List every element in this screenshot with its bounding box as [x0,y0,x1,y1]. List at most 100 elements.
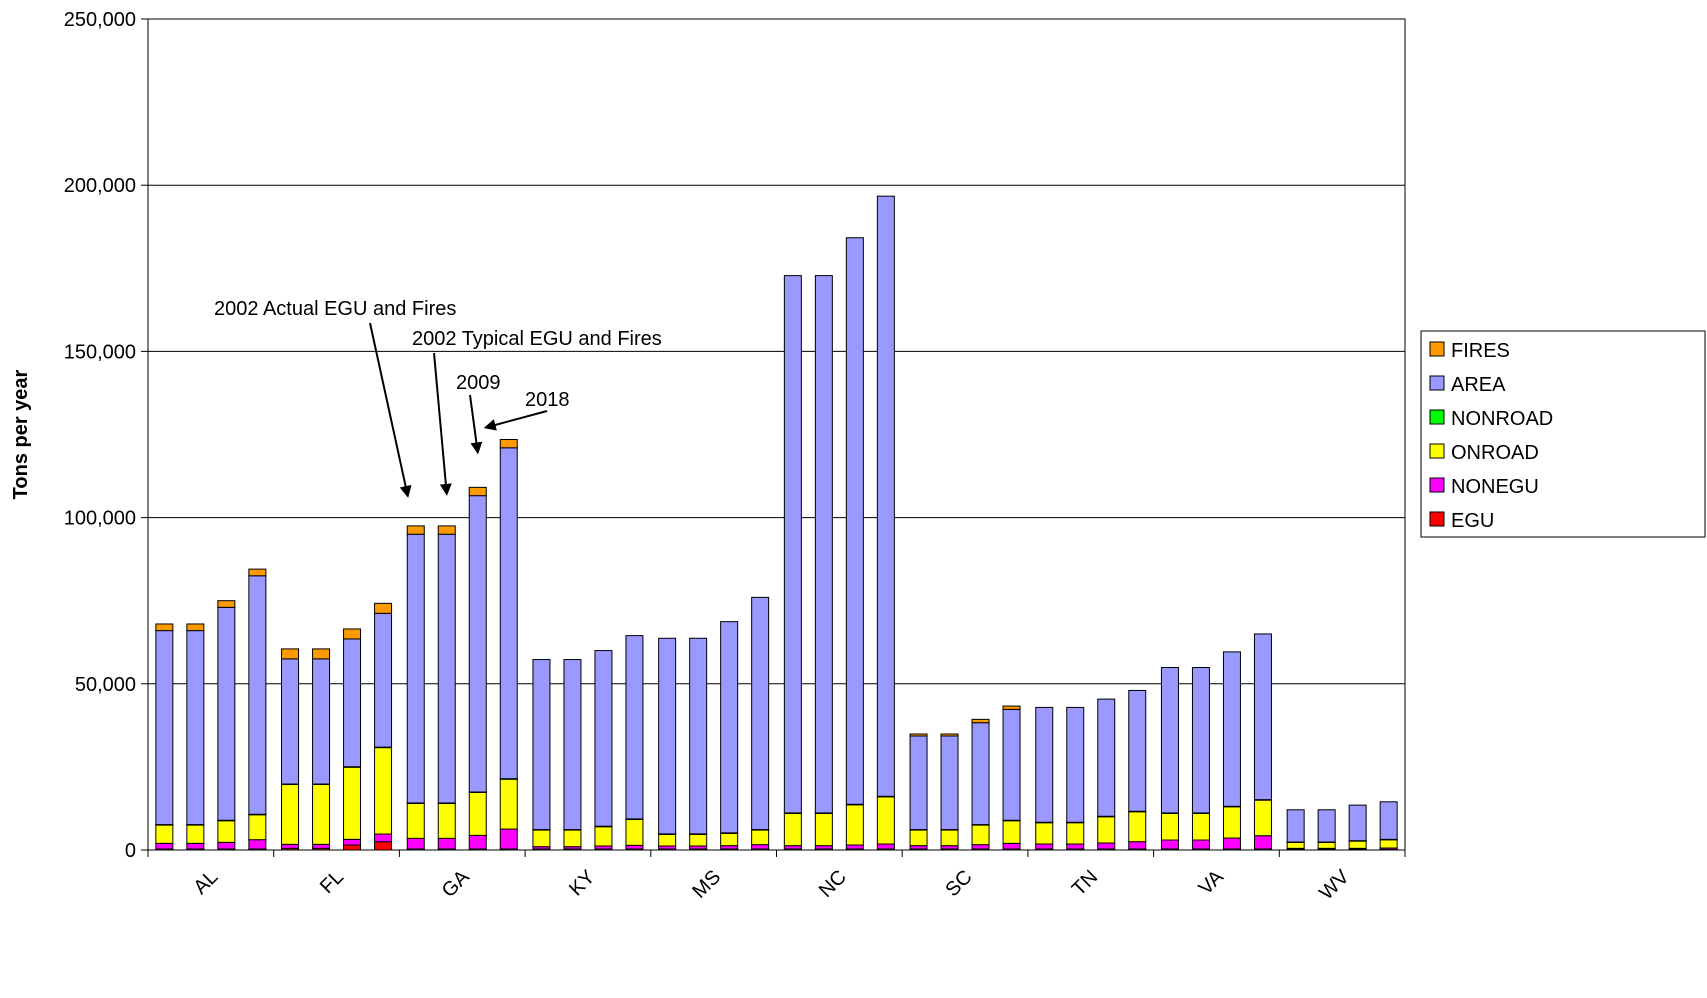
bar-segment-nonegu [155,842,174,850]
legend-swatch-onroad [1429,443,1445,459]
bar-segment-area [281,658,300,785]
bar-segment-onroad [217,820,236,843]
x-tick-label: MS [688,866,725,903]
bar-segment-onroad [1002,820,1021,844]
legend-swatch-area [1429,375,1445,391]
bar-segment-area [1317,809,1336,843]
bar-segment-area [532,659,551,831]
bar-segment-area [814,275,833,814]
bar-segment-onroad [658,833,677,847]
bar-segment-fires [281,648,300,660]
bar-segment-onroad [971,824,990,846]
bar-segment-onroad [751,829,770,846]
bar-segment-area [248,575,267,815]
bar-segment-nonegu [1253,835,1272,850]
bar-segment-area [783,275,802,814]
y-tick-label: 100,000 [64,508,136,530]
legend-swatch-egu [1429,511,1445,527]
bar-segment-area [468,495,487,793]
bar-segment-area [1286,809,1305,843]
bar-segment-onroad [1222,806,1241,839]
bar-segment-nonegu [751,844,770,850]
bar-segment-area [217,606,236,821]
bar-segment-onroad [1286,841,1305,849]
bar-segment-onroad [814,812,833,847]
bar-segment-onroad [1128,811,1147,843]
legend-swatch-nonegu [1429,477,1445,493]
bar-segment-egu [374,841,393,851]
legend-swatch-fires [1429,341,1445,357]
bar-segment-area [499,447,518,780]
bar-segment-fires [971,718,990,724]
bar-segment-area [1002,708,1021,821]
bar-segment-fires [312,648,331,660]
annotation-label: 2002 Actual EGU and Fires [214,298,456,320]
bar-segment-onroad [1379,839,1398,849]
bar-segment-onroad [1348,840,1367,849]
bar-segment-onroad [343,766,362,840]
legend-label-egu: EGU [1451,510,1494,532]
annotation-label: 2002 Typical EGU and Fires [412,328,662,350]
bar-segment-area [940,735,959,831]
bar-segment-onroad [1317,841,1336,849]
bar-segment-fires [468,486,487,497]
bar-segment-nonegu [1066,843,1085,850]
annotation-label: 2018 [525,389,570,411]
bar-segment-onroad [499,778,518,830]
legend-label-onroad: ONROAD [1451,442,1539,464]
bar-segment-area [720,621,739,834]
bar-segment-area [374,612,393,748]
bar-segment-area [658,637,677,835]
x-tick-label: AL [190,866,223,899]
bar-segment-fires [940,733,959,737]
bar-segment-nonegu [1035,843,1054,850]
bar-segment-nonegu [186,842,205,850]
bar-segment-nonegu [217,841,236,850]
bar-segment-onroad [594,826,613,847]
bar-segment-nonegu [1222,837,1241,850]
bar-segment-onroad [1191,812,1210,841]
bar-segment-onroad [155,824,174,844]
annotation-arrow [483,410,548,431]
bar-segment-nonegu [876,843,895,850]
bar-segment-nonegu [499,828,518,850]
bar-segment-onroad [1035,822,1054,845]
x-tick-label: WV [1315,866,1354,905]
legend-label-fires: FIRES [1451,340,1510,362]
bar-segment-area [186,630,205,826]
bar-segment-nonegu [248,839,267,850]
bar-segment-onroad [248,814,267,841]
bar-segment-nonegu [1191,839,1210,850]
bar-segment-nonegu [845,844,864,850]
bar-segment-nonegu [374,833,393,843]
legend-label-nonegu: NONEGU [1451,476,1539,498]
bar-segment-nonegu [1128,841,1147,850]
annotation-arrow [369,322,412,498]
bar-segment-area [689,637,708,835]
bar-segment-nonegu [437,837,456,850]
bar-segment-fires [155,623,174,632]
bar-segment-onroad [720,832,739,847]
bar-segment-onroad [437,802,456,839]
x-tick-label: FL [316,866,348,898]
x-tick-label: GA [438,866,474,902]
bar-segment-onroad [563,829,582,848]
bar-segment-onroad [909,829,928,847]
bar-segment-onroad [689,833,708,847]
bar-segment-area [1191,667,1210,814]
bar-segment-area [971,722,990,826]
bar-segment-area [845,237,864,805]
bar-segment-fires [406,525,425,535]
bar-segment-onroad [845,804,864,846]
legend-box [1420,330,1706,538]
bar-segment-area [1066,706,1085,823]
bar-segment-area [1222,651,1241,807]
bar-segment-area [1128,689,1147,812]
bar-segment-area [909,735,928,831]
bar-segment-onroad [281,784,300,845]
bar-segment-onroad [1097,816,1116,844]
bar-segment-fires [1002,705,1021,710]
legend-label-nonroad: NONROAD [1451,408,1553,430]
bar-segment-fires [248,568,267,577]
